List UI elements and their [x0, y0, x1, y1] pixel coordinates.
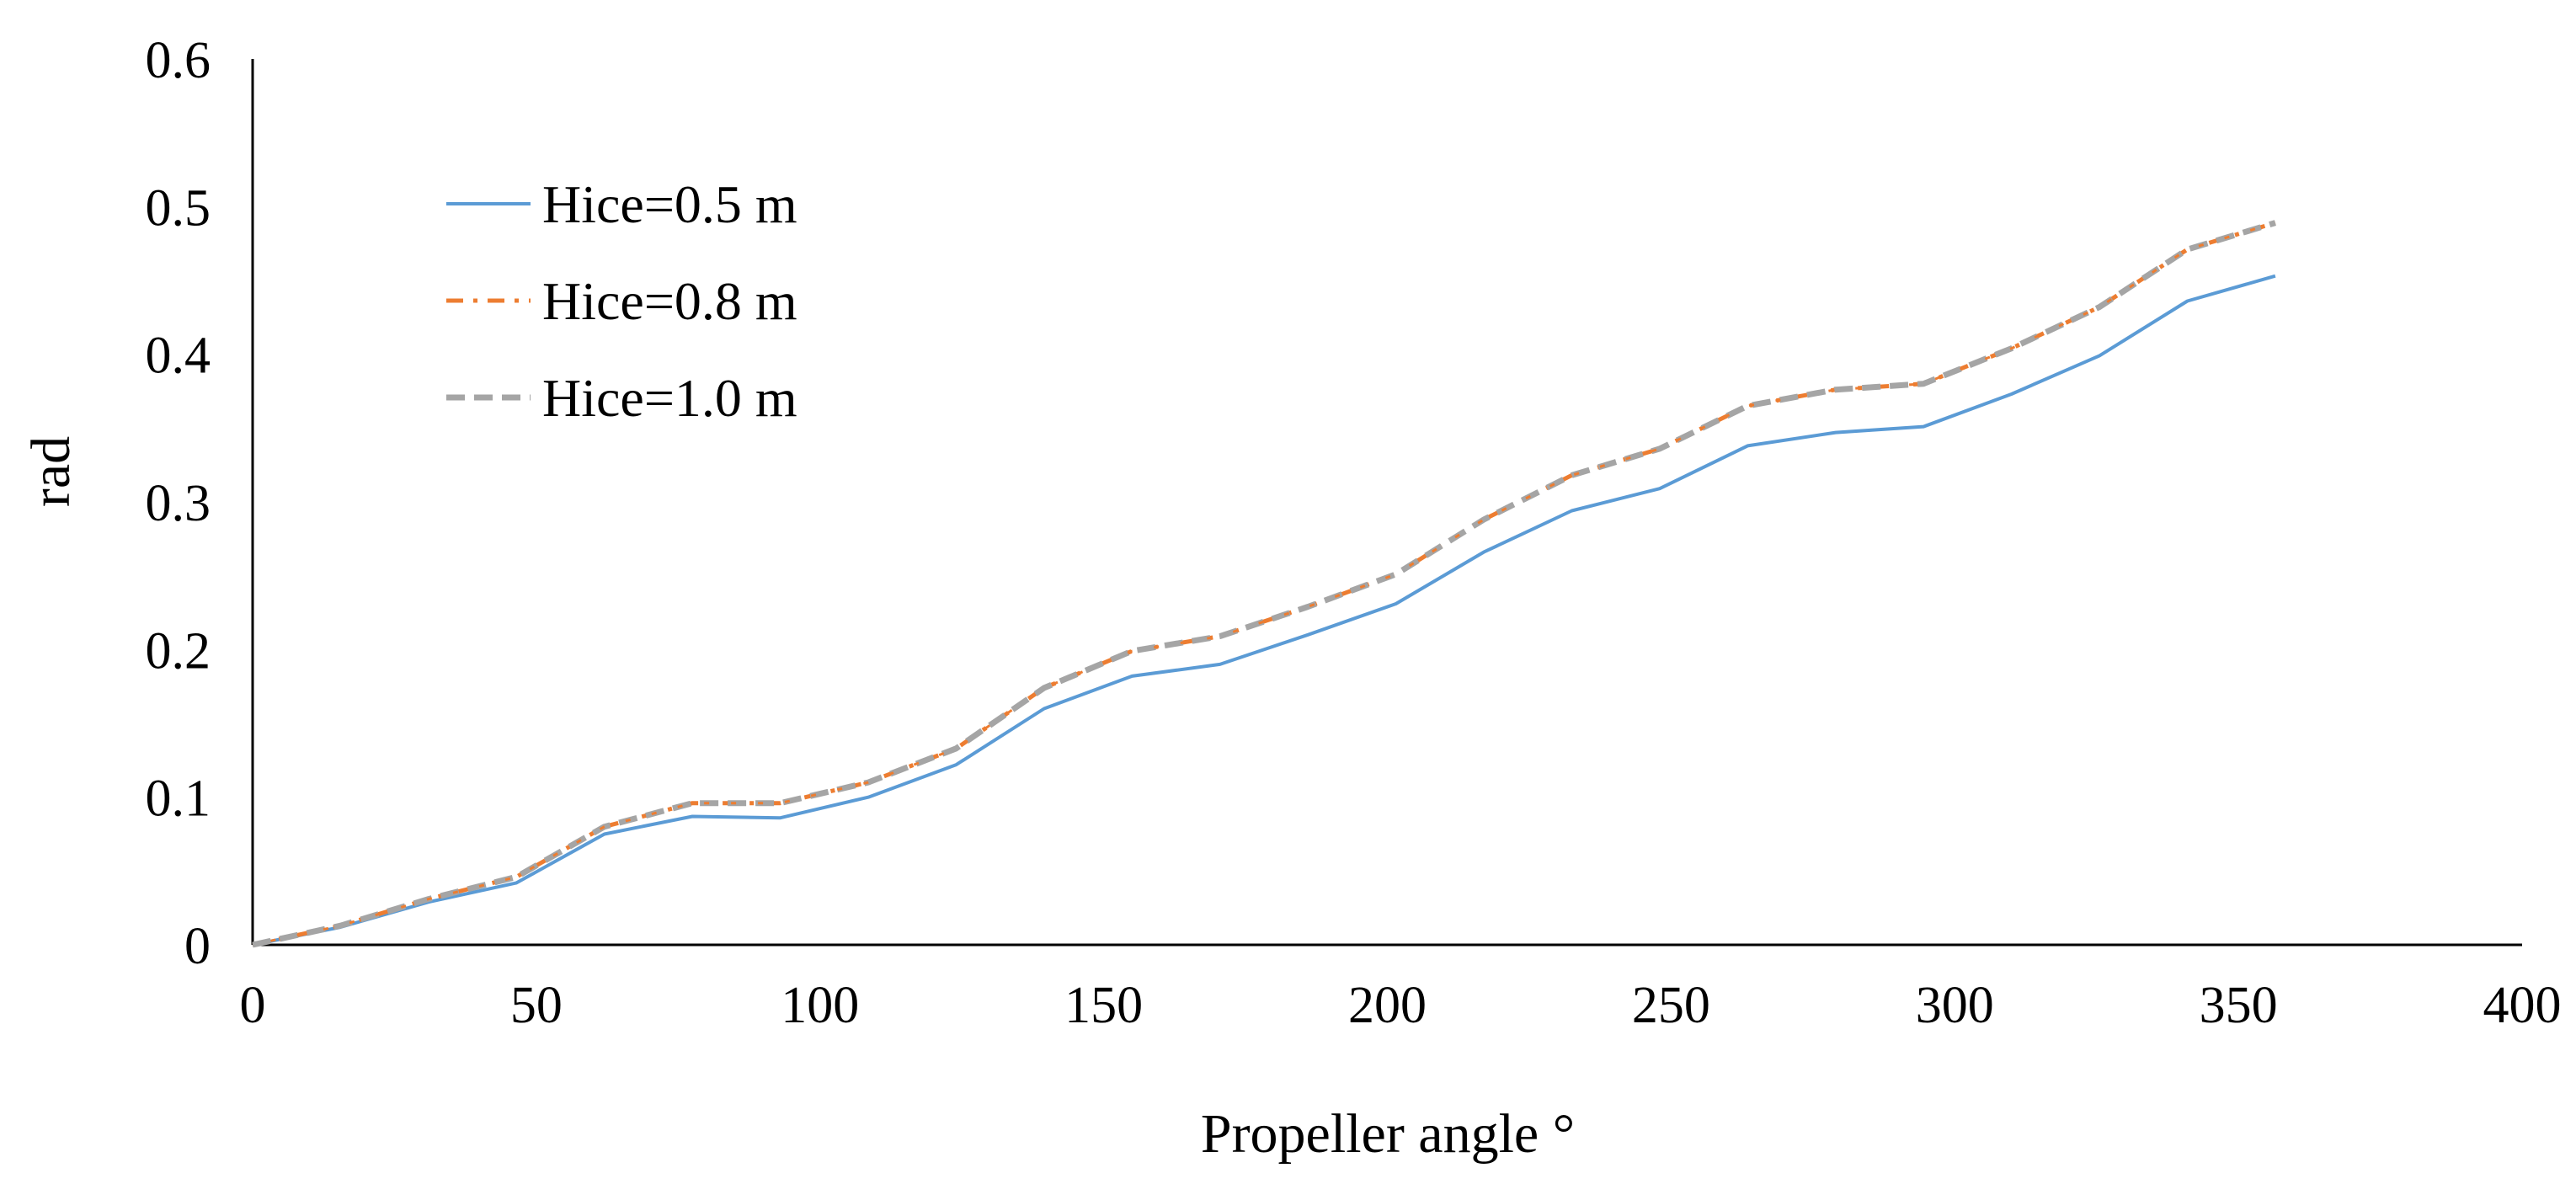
x-axis-title: Propeller angle ° [1201, 1103, 1575, 1165]
series-line-3 [252, 220, 2276, 948]
legend-label-1: Hice=0.5 m [542, 174, 797, 234]
x-tick-label: 50 [510, 977, 563, 1034]
y-tick-label: 0.5 [146, 179, 211, 237]
legend-label-2: Hice=0.8 m [542, 271, 797, 331]
series-line-1 [252, 274, 2276, 947]
series-line-2-overlay [252, 221, 2276, 947]
y-tick-label: 0.1 [146, 771, 211, 828]
x-tick-label: 300 [1916, 977, 1994, 1034]
legend: Hice=0.5 m Hice=0.8 m Hice=1.0 m [446, 174, 797, 428]
y-tick-label: 0.6 [146, 32, 211, 89]
x-tick-label: 250 [1632, 977, 1710, 1034]
axes [251, 59, 2522, 947]
y-tick-label: 0 [184, 918, 211, 975]
x-tick-label: 400 [2483, 977, 2562, 1034]
x-tick-label: 200 [1348, 977, 1427, 1034]
x-tick-label: 150 [1064, 977, 1143, 1034]
series-layer [252, 220, 2276, 948]
y-axis-title: rad [20, 436, 82, 507]
x-tick-label: 350 [2200, 977, 2278, 1034]
y-tick-label: 0.4 [146, 328, 211, 385]
legend-label-3: Hice=1.0 m [542, 368, 797, 428]
series-line-2 [252, 221, 2276, 947]
x-tick-label: 0 [240, 977, 266, 1034]
y-tick-label: 0.2 [146, 622, 211, 680]
tick-labels: 0 50 100 150 200 250 300 350 400 0 0.1 0.2 0.3 0.4 0.5… [146, 32, 2562, 1034]
x-tick-label: 100 [781, 977, 859, 1034]
y-tick-label: 0.3 [146, 475, 211, 532]
